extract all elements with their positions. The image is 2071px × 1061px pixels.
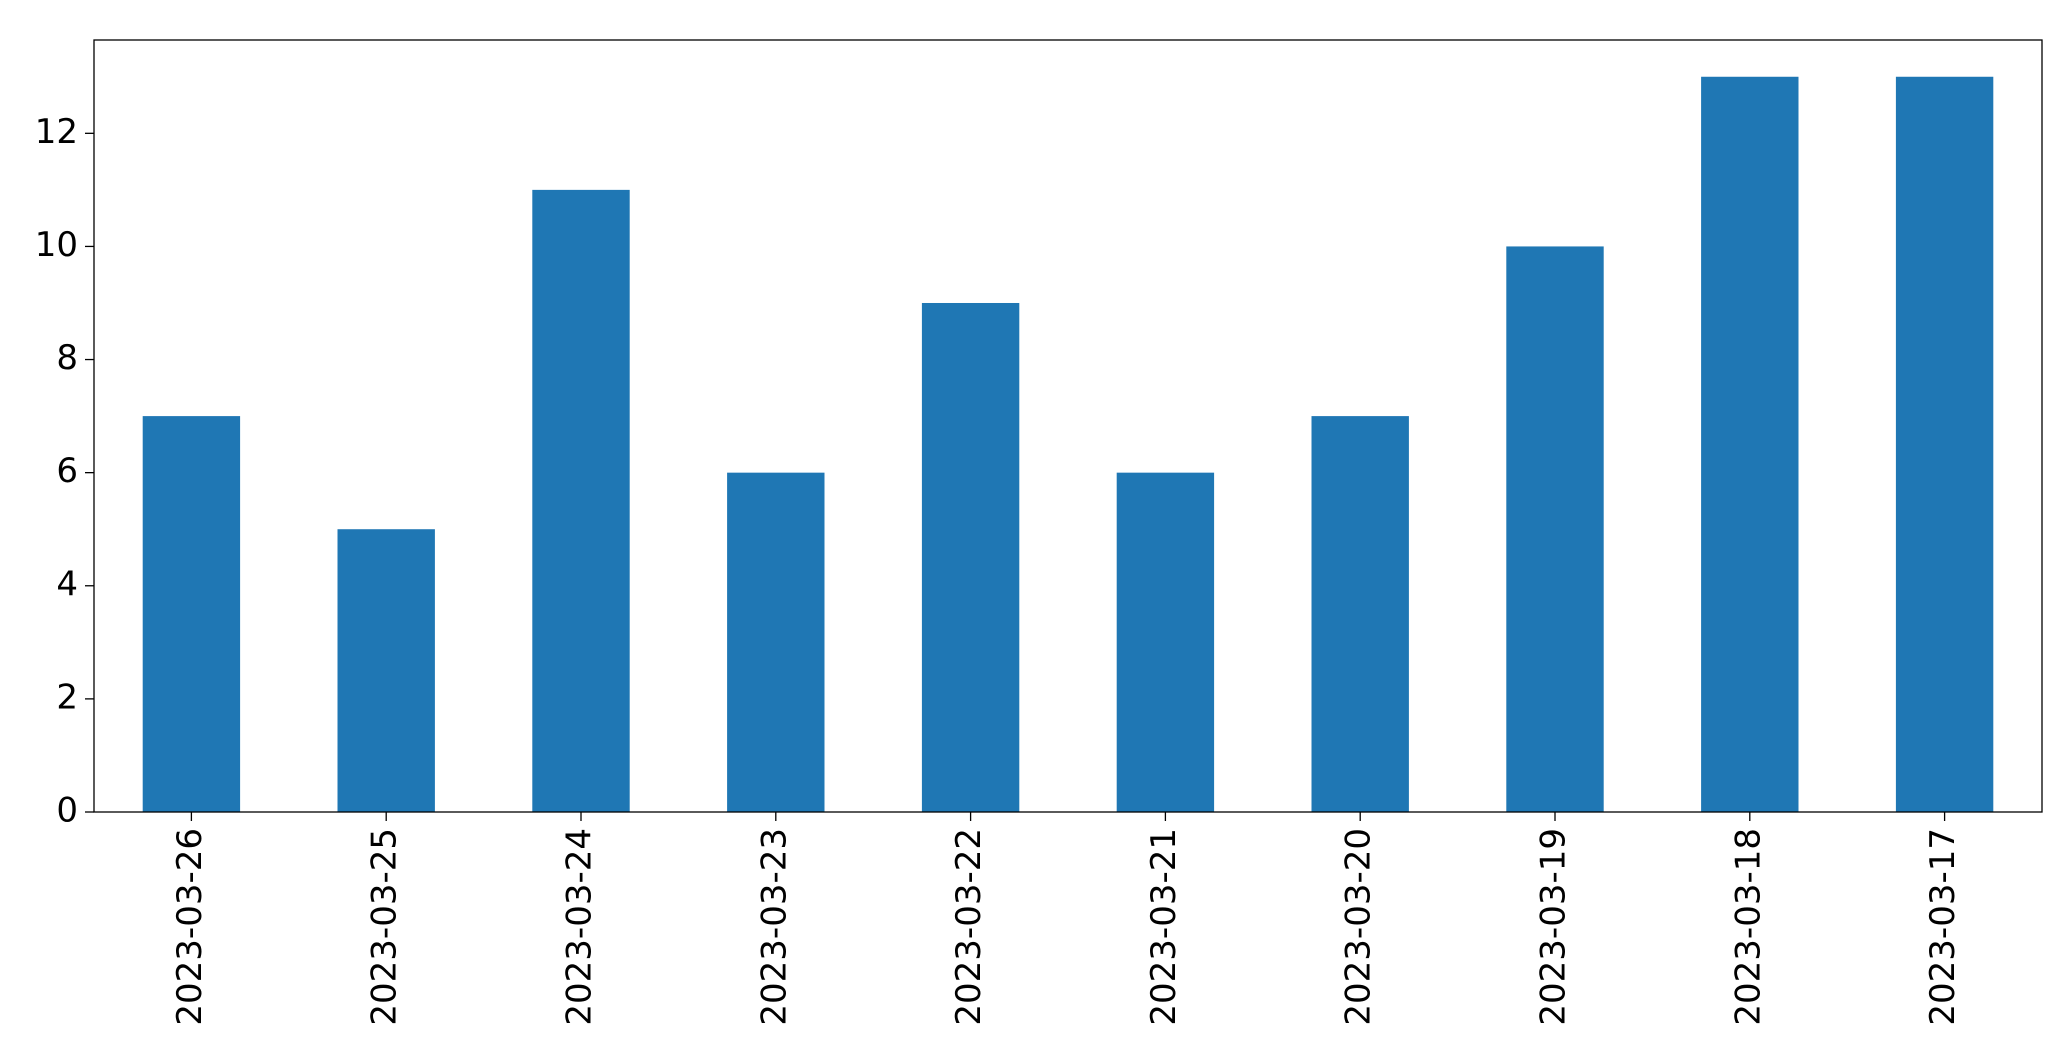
- x-tick-label: 2023-03-18: [1728, 828, 1768, 1026]
- x-tick-label: 2023-03-21: [1144, 828, 1184, 1026]
- y-tick-label: 0: [56, 791, 78, 831]
- x-tick-label: 2023-03-19: [1534, 828, 1574, 1026]
- x-tick-label: 2023-03-20: [1339, 828, 1379, 1026]
- bar: [337, 529, 435, 812]
- y-tick-label: 10: [35, 225, 78, 265]
- bar: [1506, 246, 1604, 812]
- y-tick-label: 8: [56, 338, 78, 378]
- x-tick-label: 2023-03-24: [560, 828, 600, 1026]
- plot-frame: [93, 39, 2043, 813]
- x-tick-label: 2023-03-23: [754, 828, 794, 1026]
- x-tick-label: 2023-03-26: [170, 828, 210, 1026]
- bar: [1701, 76, 1799, 812]
- x-tick-label: 2023-03-25: [365, 828, 405, 1026]
- x-tick-label: 2023-03-17: [1923, 828, 1963, 1026]
- x-tick-label: 2023-03-22: [949, 828, 989, 1026]
- bar: [532, 189, 630, 812]
- bar: [1311, 416, 1409, 812]
- bar: [1116, 472, 1215, 812]
- bar: [727, 472, 825, 812]
- bar: [921, 302, 1020, 812]
- bar: [1895, 76, 1994, 812]
- bar: [142, 416, 241, 812]
- y-tick-label: 6: [56, 451, 78, 491]
- y-tick-label: 2: [56, 677, 78, 717]
- y-tick-label: 4: [56, 564, 78, 604]
- y-tick-label: 12: [35, 112, 78, 152]
